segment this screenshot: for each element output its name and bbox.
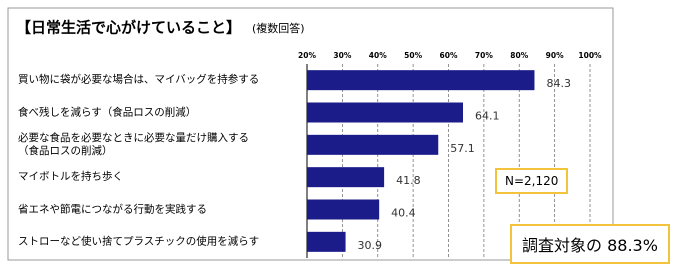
bar	[307, 199, 380, 220]
x-tick-label: 20%	[298, 51, 316, 60]
x-tick-label: 60%	[440, 51, 458, 60]
x-tick-label: 50%	[404, 51, 422, 60]
category-label: 食べ残しを減らす（食品ロスの削減）	[18, 106, 197, 118]
x-tick-label: 80%	[510, 51, 528, 60]
category-label: 買い物に袋が必要な場合は、マイバッグを持参する	[18, 73, 260, 86]
sample-size-note: N=2,120	[495, 168, 569, 194]
x-tick-label: 70%	[475, 51, 493, 60]
value-label: 40.4	[391, 207, 416, 220]
bar	[307, 134, 439, 155]
x-tick-label: 90%	[546, 51, 564, 60]
value-label: 30.9	[358, 239, 383, 252]
category-label: マイボトルを持ち歩く	[18, 170, 123, 183]
callout-note: 調査対象の 88.3%	[510, 224, 670, 264]
category-label: 必要な食品を必要なときに必要な量だけ購入する （食品ロスの削減）	[18, 131, 249, 157]
frame	[7, 7, 614, 261]
value-label: 84.3	[546, 77, 571, 90]
x-tick-label: 40%	[369, 51, 387, 60]
bar	[307, 167, 385, 188]
chart-subtitle: (複数回答)	[252, 21, 305, 35]
x-tick-label: 30%	[333, 51, 351, 60]
value-label: 41.8	[396, 174, 421, 187]
category-label: ストローなど使い捨てプラスチックの使用を減らす	[18, 235, 260, 248]
x-tick-label: 100%	[578, 51, 602, 60]
category-label: 省エネや節電につながる行動を実践する	[18, 203, 207, 215]
bar	[307, 70, 535, 91]
value-label: 64.1	[475, 110, 500, 123]
value-label: 57.1	[450, 142, 475, 155]
chart-title: 【日常生活で心がけていること】	[16, 19, 241, 37]
bar	[307, 231, 346, 252]
bar	[307, 102, 464, 123]
